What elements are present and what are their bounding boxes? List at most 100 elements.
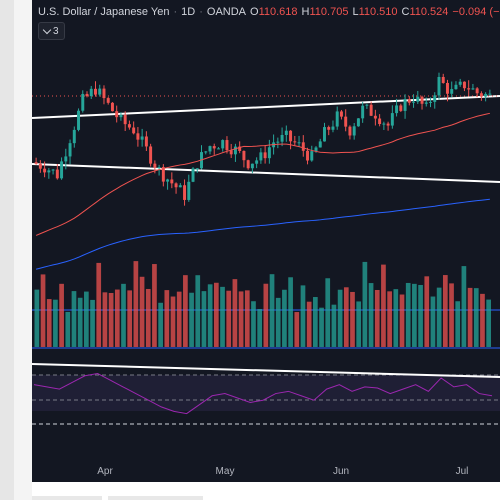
- candle-body: [369, 104, 373, 116]
- candle-body: [280, 134, 284, 142]
- volume-bar: [288, 277, 293, 347]
- volume-bar: [207, 284, 213, 347]
- candle-body: [301, 142, 305, 151]
- candle-body: [267, 147, 271, 159]
- candle-body: [458, 81, 462, 85]
- candle-body: [85, 93, 89, 97]
- indicators-count: 3: [53, 25, 59, 37]
- low-label: L: [352, 6, 359, 18]
- volume-bar: [220, 286, 225, 347]
- left-panel-edge: [14, 0, 32, 500]
- candle-body: [153, 163, 157, 168]
- trendline-lower: [32, 163, 500, 183]
- candle-body: [55, 169, 59, 179]
- candle-body: [51, 169, 55, 171]
- candle-body: [102, 88, 106, 99]
- bottom-toolbar: [32, 482, 500, 500]
- candle-body: [81, 93, 85, 111]
- bottom-tab[interactable]: [108, 496, 203, 500]
- candle-body: [445, 82, 449, 94]
- chart-area[interactable]: U.S. Dollar / Japanese Yen · 1D · OANDA …: [32, 0, 500, 482]
- candle-body: [174, 183, 178, 188]
- volume-bar: [473, 288, 479, 347]
- high-value: 110.705: [309, 6, 349, 18]
- candle-body: [407, 99, 411, 103]
- volume-bar: [133, 261, 139, 347]
- candle-body: [119, 114, 123, 118]
- volume-bar: [325, 278, 331, 347]
- candle-body: [221, 140, 225, 149]
- high-label: H: [301, 6, 310, 18]
- candle-body: [110, 102, 114, 112]
- open-value: 110.618: [258, 6, 298, 18]
- volume-bar: [59, 283, 64, 347]
- candle-body: [60, 161, 64, 179]
- candle-body: [475, 88, 479, 94]
- volume-bar: [114, 289, 120, 347]
- volume-bar: [337, 289, 343, 347]
- chart-canvas[interactable]: [32, 0, 500, 482]
- volume-bar: [34, 289, 40, 347]
- candle-body: [64, 156, 68, 162]
- volume-bar: [195, 275, 201, 347]
- candle-body: [170, 179, 174, 184]
- candle-body: [208, 146, 212, 152]
- candle-body: [204, 151, 208, 153]
- volume-bar: [84, 291, 89, 347]
- symbol-name[interactable]: U.S. Dollar / Japanese Yen: [38, 6, 170, 18]
- candle-body: [255, 160, 259, 164]
- indicators-collapse-button[interactable]: 3: [38, 22, 65, 40]
- candle-body: [403, 99, 407, 111]
- moving-average-fast: [35, 112, 490, 236]
- volume-bar: [158, 302, 163, 347]
- candle-body: [424, 102, 428, 104]
- open-label: O: [250, 6, 259, 18]
- volume-bar: [430, 296, 436, 347]
- volume-bar: [226, 290, 232, 347]
- volume-bar: [183, 275, 188, 347]
- volume-bar: [350, 291, 355, 347]
- volume-bar: [442, 275, 448, 347]
- candle-body: [166, 179, 170, 182]
- volume-bar: [90, 299, 95, 347]
- rsi-band: [32, 375, 500, 411]
- volume-bar: [467, 287, 473, 347]
- volume-bar: [145, 288, 151, 347]
- bottom-tab[interactable]: [32, 496, 102, 500]
- candle-body: [136, 133, 140, 140]
- candle-body: [386, 123, 390, 126]
- candle-body: [450, 89, 454, 94]
- volume-bar: [368, 283, 374, 347]
- volume-bar: [201, 291, 207, 347]
- candle-body: [327, 127, 331, 130]
- chevron-down-icon: [42, 25, 52, 34]
- volume-bar: [170, 296, 176, 347]
- volume-bar: [65, 311, 71, 347]
- volume-bar: [387, 291, 392, 347]
- candle-body: [373, 115, 377, 119]
- volume-bar: [139, 276, 145, 347]
- candle-body: [216, 148, 220, 150]
- candle-body: [115, 111, 119, 118]
- candle-body: [263, 152, 267, 159]
- volume-bar: [436, 287, 442, 347]
- moving-average-slow: [35, 198, 490, 270]
- candle-body: [323, 127, 326, 142]
- candle-body: [72, 129, 76, 144]
- candle-body: [429, 101, 432, 103]
- candle-body: [43, 168, 47, 173]
- candle-body: [488, 93, 492, 95]
- volume-bar: [40, 274, 46, 347]
- candle-body: [47, 170, 51, 173]
- volume-bar: [176, 291, 182, 347]
- candle-body: [238, 146, 242, 151]
- volume-bar: [418, 284, 423, 347]
- candle-body: [484, 93, 488, 97]
- exchange-label: OANDA: [206, 6, 247, 18]
- interval-label[interactable]: 1D: [181, 6, 196, 18]
- candle-body: [161, 167, 165, 182]
- candle-body: [289, 130, 293, 142]
- candle-body: [183, 185, 187, 200]
- candle-body: [348, 126, 352, 136]
- candle-body: [195, 168, 199, 170]
